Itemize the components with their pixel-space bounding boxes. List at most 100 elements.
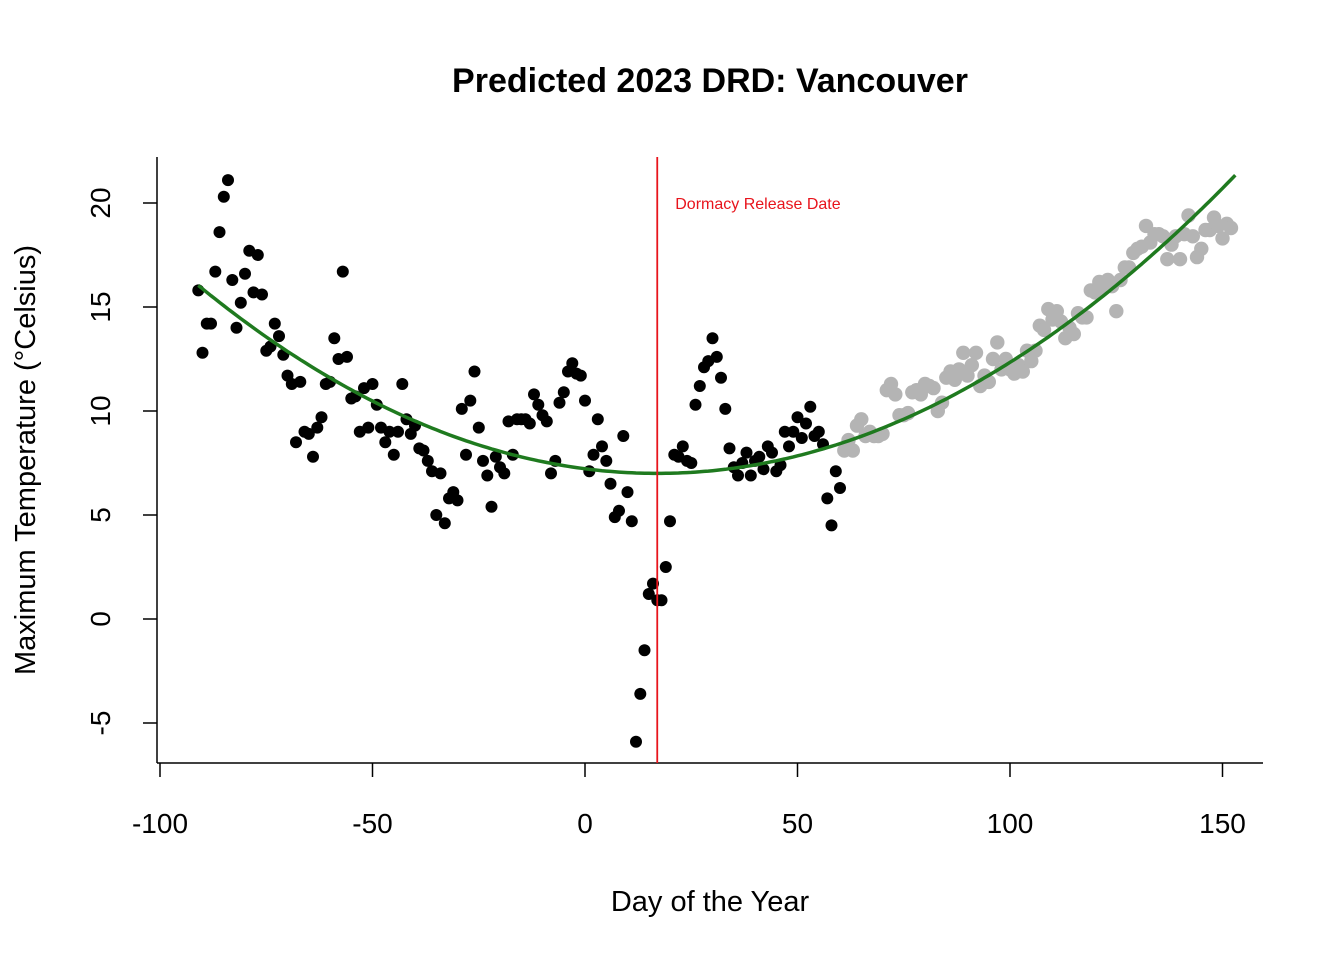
y-tick-label: 0 <box>85 611 116 627</box>
observed-point <box>417 444 430 457</box>
observed-point <box>587 448 600 461</box>
observed-point <box>757 463 770 476</box>
predicted-point <box>964 358 979 373</box>
predicted-point <box>985 351 1001 367</box>
observed-point <box>392 425 404 438</box>
observed-point <box>328 332 341 345</box>
predicted-point <box>1036 322 1052 338</box>
observed-point <box>472 421 485 434</box>
observed-point <box>715 371 727 384</box>
observed-point <box>256 288 268 301</box>
predicted-point <box>1223 220 1239 236</box>
observed-point <box>217 190 230 203</box>
y-tick-label: 5 <box>85 507 116 523</box>
observed-point <box>341 350 353 363</box>
observed-point <box>800 417 812 430</box>
observed-point <box>655 594 668 607</box>
observed-point <box>829 465 842 478</box>
observed-point <box>528 388 540 401</box>
observed-point <box>396 378 409 390</box>
observed-point <box>455 402 468 415</box>
predicted-point <box>1185 229 1201 244</box>
x-tick-label: -100 <box>132 808 188 839</box>
observed-point <box>489 450 502 463</box>
observed-point <box>821 492 834 505</box>
observed-point <box>791 411 804 424</box>
observed-point <box>642 588 655 600</box>
predicted-point <box>1215 231 1230 246</box>
observed-point <box>545 467 557 480</box>
y-ticks: -5 0 5 10 15 20 <box>85 187 157 735</box>
x-tick-label: -50 <box>352 808 392 839</box>
observed-point <box>566 357 579 370</box>
y-axis-label: Maximum Temperature (°Celsius) <box>10 245 42 675</box>
observed-point <box>685 457 698 469</box>
observed-point <box>613 504 625 517</box>
predicted-point <box>1066 326 1082 342</box>
observed-point <box>362 421 375 434</box>
observed-point <box>464 394 477 407</box>
observed-point <box>234 296 247 309</box>
observed-point <box>540 415 553 428</box>
observed-point <box>647 577 659 590</box>
y-tick-label: 20 <box>85 187 116 218</box>
predicted-point <box>956 345 971 360</box>
observed-point <box>226 274 239 286</box>
x-axis: -100 -50 0 50 100 150 Day of the Year <box>132 762 1263 918</box>
observed-point <box>336 265 349 278</box>
predicted-point <box>888 387 903 402</box>
observed-point <box>438 517 451 530</box>
observed-point <box>795 432 808 444</box>
observed-point <box>222 174 234 187</box>
observed-point <box>302 427 315 440</box>
observed-point <box>596 440 608 453</box>
observed-point <box>732 469 744 482</box>
observed-point <box>366 378 379 390</box>
observed-point <box>523 417 536 430</box>
observed-point <box>693 380 706 392</box>
observed-point <box>213 226 226 239</box>
observed-point <box>205 317 217 330</box>
observed-point <box>591 413 604 426</box>
observed-point <box>574 369 587 382</box>
observed-point <box>778 425 791 438</box>
observed-point <box>719 402 732 415</box>
observed-point <box>783 440 795 453</box>
x-ticks: -100 -50 0 50 100 150 <box>132 763 1246 839</box>
observed-point <box>477 454 489 467</box>
observed-point <box>481 469 494 482</box>
predicted-point <box>854 412 869 427</box>
observed-point <box>311 421 324 434</box>
observed-point <box>753 450 766 463</box>
observed-point <box>600 454 613 467</box>
observed-point <box>273 330 285 343</box>
fit-curve <box>197 173 1237 476</box>
observed-point <box>664 515 676 528</box>
observed-point <box>766 446 778 459</box>
observed-point <box>230 321 243 334</box>
observed-point <box>825 519 838 532</box>
observed-point <box>787 425 800 438</box>
data-points <box>192 174 1239 748</box>
observed-point <box>579 394 591 407</box>
observed-point <box>268 317 281 330</box>
observed-point <box>634 687 647 700</box>
observed-point <box>804 400 817 413</box>
observed-point <box>710 350 723 363</box>
observed-point <box>307 450 319 463</box>
observed-point <box>196 346 209 359</box>
observed-point <box>434 467 447 480</box>
y-axis: -5 0 5 10 15 20 Maximum Temperature (°Celsius… <box>10 157 158 763</box>
predicted-point <box>1160 252 1175 267</box>
y-tick-label: -5 <box>85 711 116 736</box>
x-axis-label: Day of the Year <box>611 886 810 918</box>
observed-point <box>379 436 392 449</box>
observed-point <box>498 467 511 480</box>
observed-point <box>617 430 630 442</box>
observed-point <box>209 265 222 278</box>
observed-point <box>630 735 642 748</box>
x-tick-label: 50 <box>782 808 813 839</box>
observed-point <box>485 500 498 513</box>
observed-point <box>812 425 825 438</box>
observed-point <box>744 469 757 482</box>
